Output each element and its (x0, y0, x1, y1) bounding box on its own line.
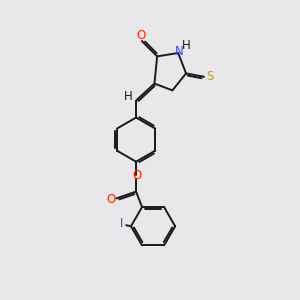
Text: O: O (136, 29, 146, 42)
Text: H: H (124, 90, 133, 103)
Text: O: O (133, 169, 142, 182)
Text: I: I (120, 218, 123, 230)
Text: N: N (175, 45, 184, 58)
Text: H: H (182, 39, 191, 52)
Text: S: S (206, 70, 213, 83)
Text: O: O (106, 193, 115, 206)
